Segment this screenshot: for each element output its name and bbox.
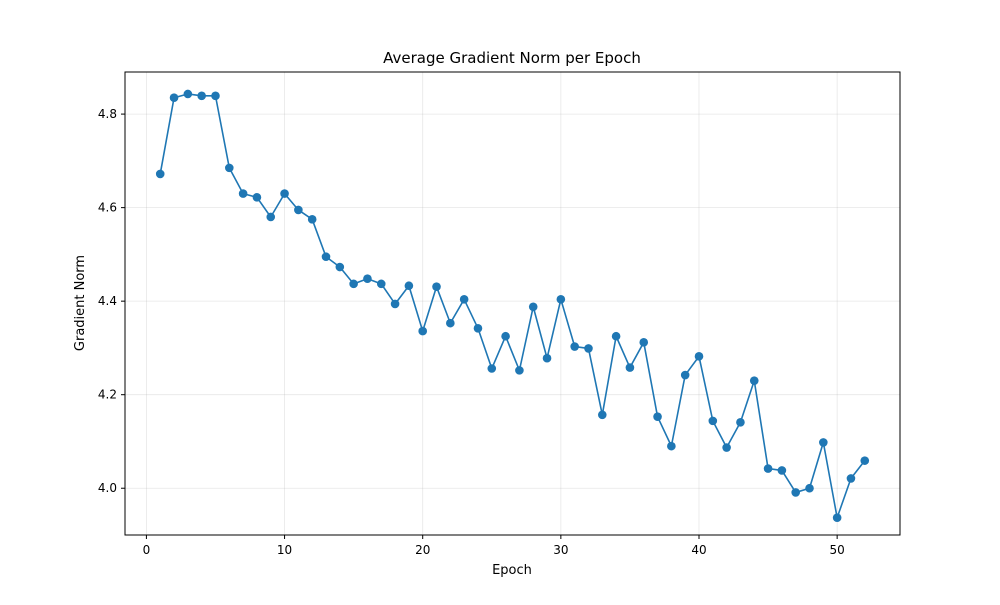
- data-point: [763, 464, 773, 473]
- data-point: [846, 474, 856, 483]
- data-point: [501, 331, 510, 341]
- data-point: [528, 302, 538, 312]
- data-point: [556, 294, 566, 304]
- data-point: [639, 338, 649, 347]
- data-point: [280, 189, 289, 198]
- x-tick-label: 50: [830, 543, 845, 557]
- data-point: [722, 443, 731, 452]
- data-point: [418, 326, 428, 336]
- y-tick-label: 4.8: [98, 107, 117, 121]
- data-point: [611, 331, 621, 341]
- data-point: [653, 412, 662, 421]
- data-point: [294, 205, 303, 215]
- data-point: [819, 438, 828, 447]
- data-point: [169, 93, 179, 103]
- data-point: [680, 370, 690, 380]
- data-point: [459, 294, 469, 304]
- data-point: [487, 364, 497, 373]
- chart-title: Average Gradient Norm per Epoch: [383, 49, 641, 67]
- data-point: [155, 169, 165, 179]
- y-tick-label: 4.6: [98, 201, 117, 215]
- data-point: [197, 91, 206, 101]
- data-point: [597, 410, 607, 420]
- data-point: [736, 417, 745, 427]
- data-point: [432, 282, 441, 291]
- data-point: [473, 323, 483, 333]
- data-point: [252, 193, 262, 202]
- data-point: [238, 189, 248, 198]
- data-series: [155, 89, 870, 522]
- data-point: [211, 91, 220, 101]
- data-point: [183, 89, 193, 99]
- y-tick-label: 4.2: [98, 388, 117, 402]
- data-point: [404, 281, 414, 291]
- x-tick-label: 0: [143, 543, 151, 557]
- x-tick-label: 40: [691, 543, 706, 557]
- series-line: [159, 93, 866, 519]
- data-point: [694, 352, 704, 361]
- data-point: [225, 163, 234, 173]
- x-tick-label: 20: [415, 543, 430, 557]
- data-point: [584, 344, 593, 353]
- data-point: [805, 483, 814, 493]
- axis-ticks: 0 10 20 30 40 50 4.0 4.2 4.4 4.6 4.8: [98, 107, 845, 557]
- y-tick-label: 4.4: [98, 294, 117, 308]
- data-point: [667, 441, 676, 451]
- data-point: [335, 262, 345, 272]
- data-point: [321, 252, 331, 262]
- x-axis-label: Epoch: [492, 563, 532, 578]
- y-axis-label: Gradient Norm: [73, 255, 88, 351]
- data-point: [376, 279, 386, 289]
- y-tick-label: 4.0: [98, 481, 117, 495]
- grid: [125, 72, 900, 535]
- x-tick-label: 30: [553, 543, 568, 557]
- data-point: [515, 366, 524, 375]
- data-point: [777, 466, 787, 475]
- data-point: [570, 342, 579, 351]
- data-point: [832, 513, 842, 522]
- data-point: [446, 318, 455, 328]
- data-point: [860, 456, 870, 465]
- data-point: [349, 279, 358, 289]
- data-point: [363, 274, 372, 284]
- data-point: [266, 212, 276, 222]
- data-point: [708, 416, 718, 426]
- x-tick-label: 10: [277, 543, 292, 557]
- data-point: [390, 299, 400, 309]
- data-point: [749, 376, 759, 385]
- data-point: [791, 488, 800, 497]
- data-point: [625, 363, 635, 372]
- plot-frame: [124, 71, 901, 536]
- data-point: [542, 353, 552, 363]
- data-point: [307, 215, 317, 224]
